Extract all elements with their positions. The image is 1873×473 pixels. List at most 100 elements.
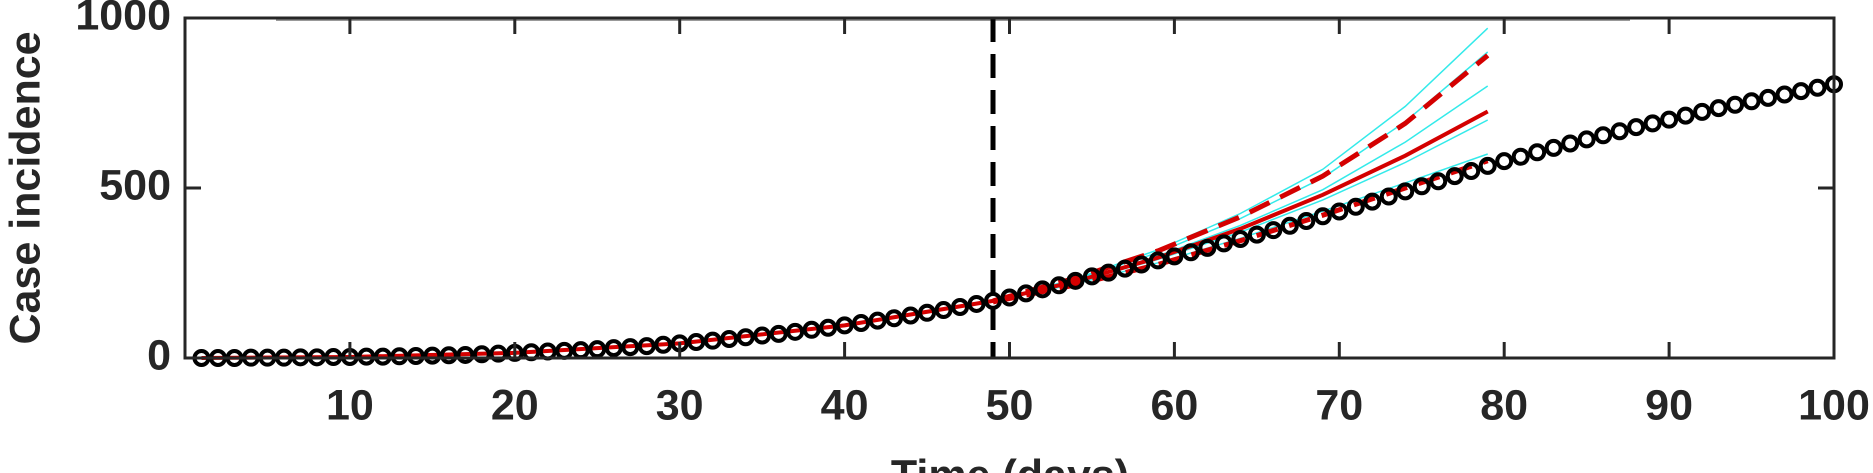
- data-point: [1165, 247, 1184, 266]
- data-point: [1363, 192, 1382, 211]
- x-tick-label: 30: [656, 381, 704, 429]
- series-line: [992, 27, 1489, 302]
- data-point: [868, 311, 887, 330]
- data-point: [390, 347, 409, 366]
- data-point: [1066, 271, 1085, 290]
- data-point: [819, 318, 838, 337]
- data-point: [604, 339, 623, 358]
- x-tick-label: 60: [1150, 381, 1198, 429]
- data-point: [588, 340, 607, 359]
- data-point: [835, 316, 854, 335]
- data-point: [1445, 167, 1464, 186]
- data-point: [918, 303, 937, 322]
- data-point: [1264, 221, 1283, 240]
- data-point: [1627, 118, 1646, 137]
- data-point: [1561, 134, 1580, 153]
- data-point: [1214, 234, 1233, 253]
- x-tick-label: 90: [1645, 381, 1693, 429]
- data-point: [1049, 276, 1068, 295]
- data-point: [456, 345, 475, 364]
- data-point: [736, 328, 755, 347]
- x-tick-label: 10: [326, 381, 374, 429]
- x-tick-label: 70: [1315, 381, 1363, 429]
- data-point: [786, 322, 805, 341]
- data-point: [1693, 102, 1712, 121]
- data-point: [1676, 106, 1695, 125]
- data-point: [1016, 284, 1035, 303]
- data-point: [885, 309, 904, 328]
- series-line: [992, 53, 1490, 304]
- data-point: [769, 324, 788, 343]
- data-point: [1247, 225, 1266, 244]
- data-point: [1594, 126, 1613, 145]
- data-point: [934, 301, 953, 320]
- y-tick-label: 500: [99, 161, 171, 209]
- series-line: [992, 158, 1489, 305]
- data-point: [951, 298, 970, 316]
- data-point: [1330, 202, 1349, 221]
- data-point: [1033, 280, 1052, 299]
- data-point: [1478, 156, 1497, 175]
- data-point: [687, 333, 706, 352]
- x-tick-label: 80: [1480, 381, 1528, 429]
- data-point: [439, 346, 458, 365]
- data-point: [703, 331, 722, 350]
- data-point: [1775, 85, 1794, 104]
- data-point: [1082, 267, 1101, 286]
- data-point: [621, 338, 640, 357]
- data-point: [1495, 152, 1514, 171]
- data-point: [1660, 110, 1679, 129]
- data-point: [489, 344, 508, 363]
- data-point: [1759, 88, 1778, 107]
- x-tick-label: 50: [986, 381, 1034, 429]
- data-point: [1462, 162, 1481, 180]
- data-point: [967, 294, 986, 313]
- x-tick-label: 40: [821, 381, 869, 429]
- x-axis-label: Time (days): [891, 451, 1129, 473]
- data-point: [1412, 177, 1431, 196]
- data-point: [1181, 243, 1200, 262]
- data-point: [1726, 95, 1745, 114]
- series-line: [992, 51, 1489, 302]
- data-point: [1198, 238, 1217, 257]
- y-tick-label: 1000: [75, 0, 171, 39]
- data-point: [1379, 187, 1398, 206]
- data-point: [1346, 197, 1365, 216]
- data-point: [753, 326, 772, 345]
- data-point: [637, 337, 656, 356]
- data-point: [1709, 99, 1728, 118]
- data-point: [1280, 216, 1299, 235]
- data-point: [720, 329, 739, 348]
- data-point: [1132, 255, 1151, 274]
- data-point: [1429, 172, 1448, 191]
- series-line: [201, 109, 1489, 360]
- axes-box: [183, 16, 1836, 360]
- data-point: [1148, 251, 1167, 270]
- data-point: [1511, 147, 1530, 166]
- data-point: [423, 346, 442, 365]
- data-point: [406, 346, 425, 365]
- data-point: [802, 320, 821, 339]
- data-point: [1577, 130, 1596, 149]
- series-line: [992, 119, 1489, 302]
- x-tick-label: 100: [1798, 381, 1870, 429]
- data-point: [472, 345, 491, 364]
- data-point: [1297, 211, 1316, 230]
- data-point: [1544, 138, 1563, 157]
- data-point: [1610, 122, 1629, 141]
- data-point: [852, 313, 871, 332]
- data-point: [654, 335, 673, 354]
- data-point: [1808, 78, 1827, 97]
- x-tick-label: 20: [491, 381, 539, 429]
- y-tick-label: 0: [147, 331, 171, 379]
- data-point: [1313, 207, 1332, 226]
- data-point: [901, 306, 920, 325]
- data-point: [1231, 230, 1250, 248]
- data-point: [1115, 259, 1134, 278]
- data-point: [1000, 288, 1019, 307]
- y-axis-label: Case incidence: [1, 31, 49, 344]
- data-point: [1099, 263, 1118, 282]
- data-point: [1742, 92, 1761, 111]
- data-point: [1396, 182, 1415, 201]
